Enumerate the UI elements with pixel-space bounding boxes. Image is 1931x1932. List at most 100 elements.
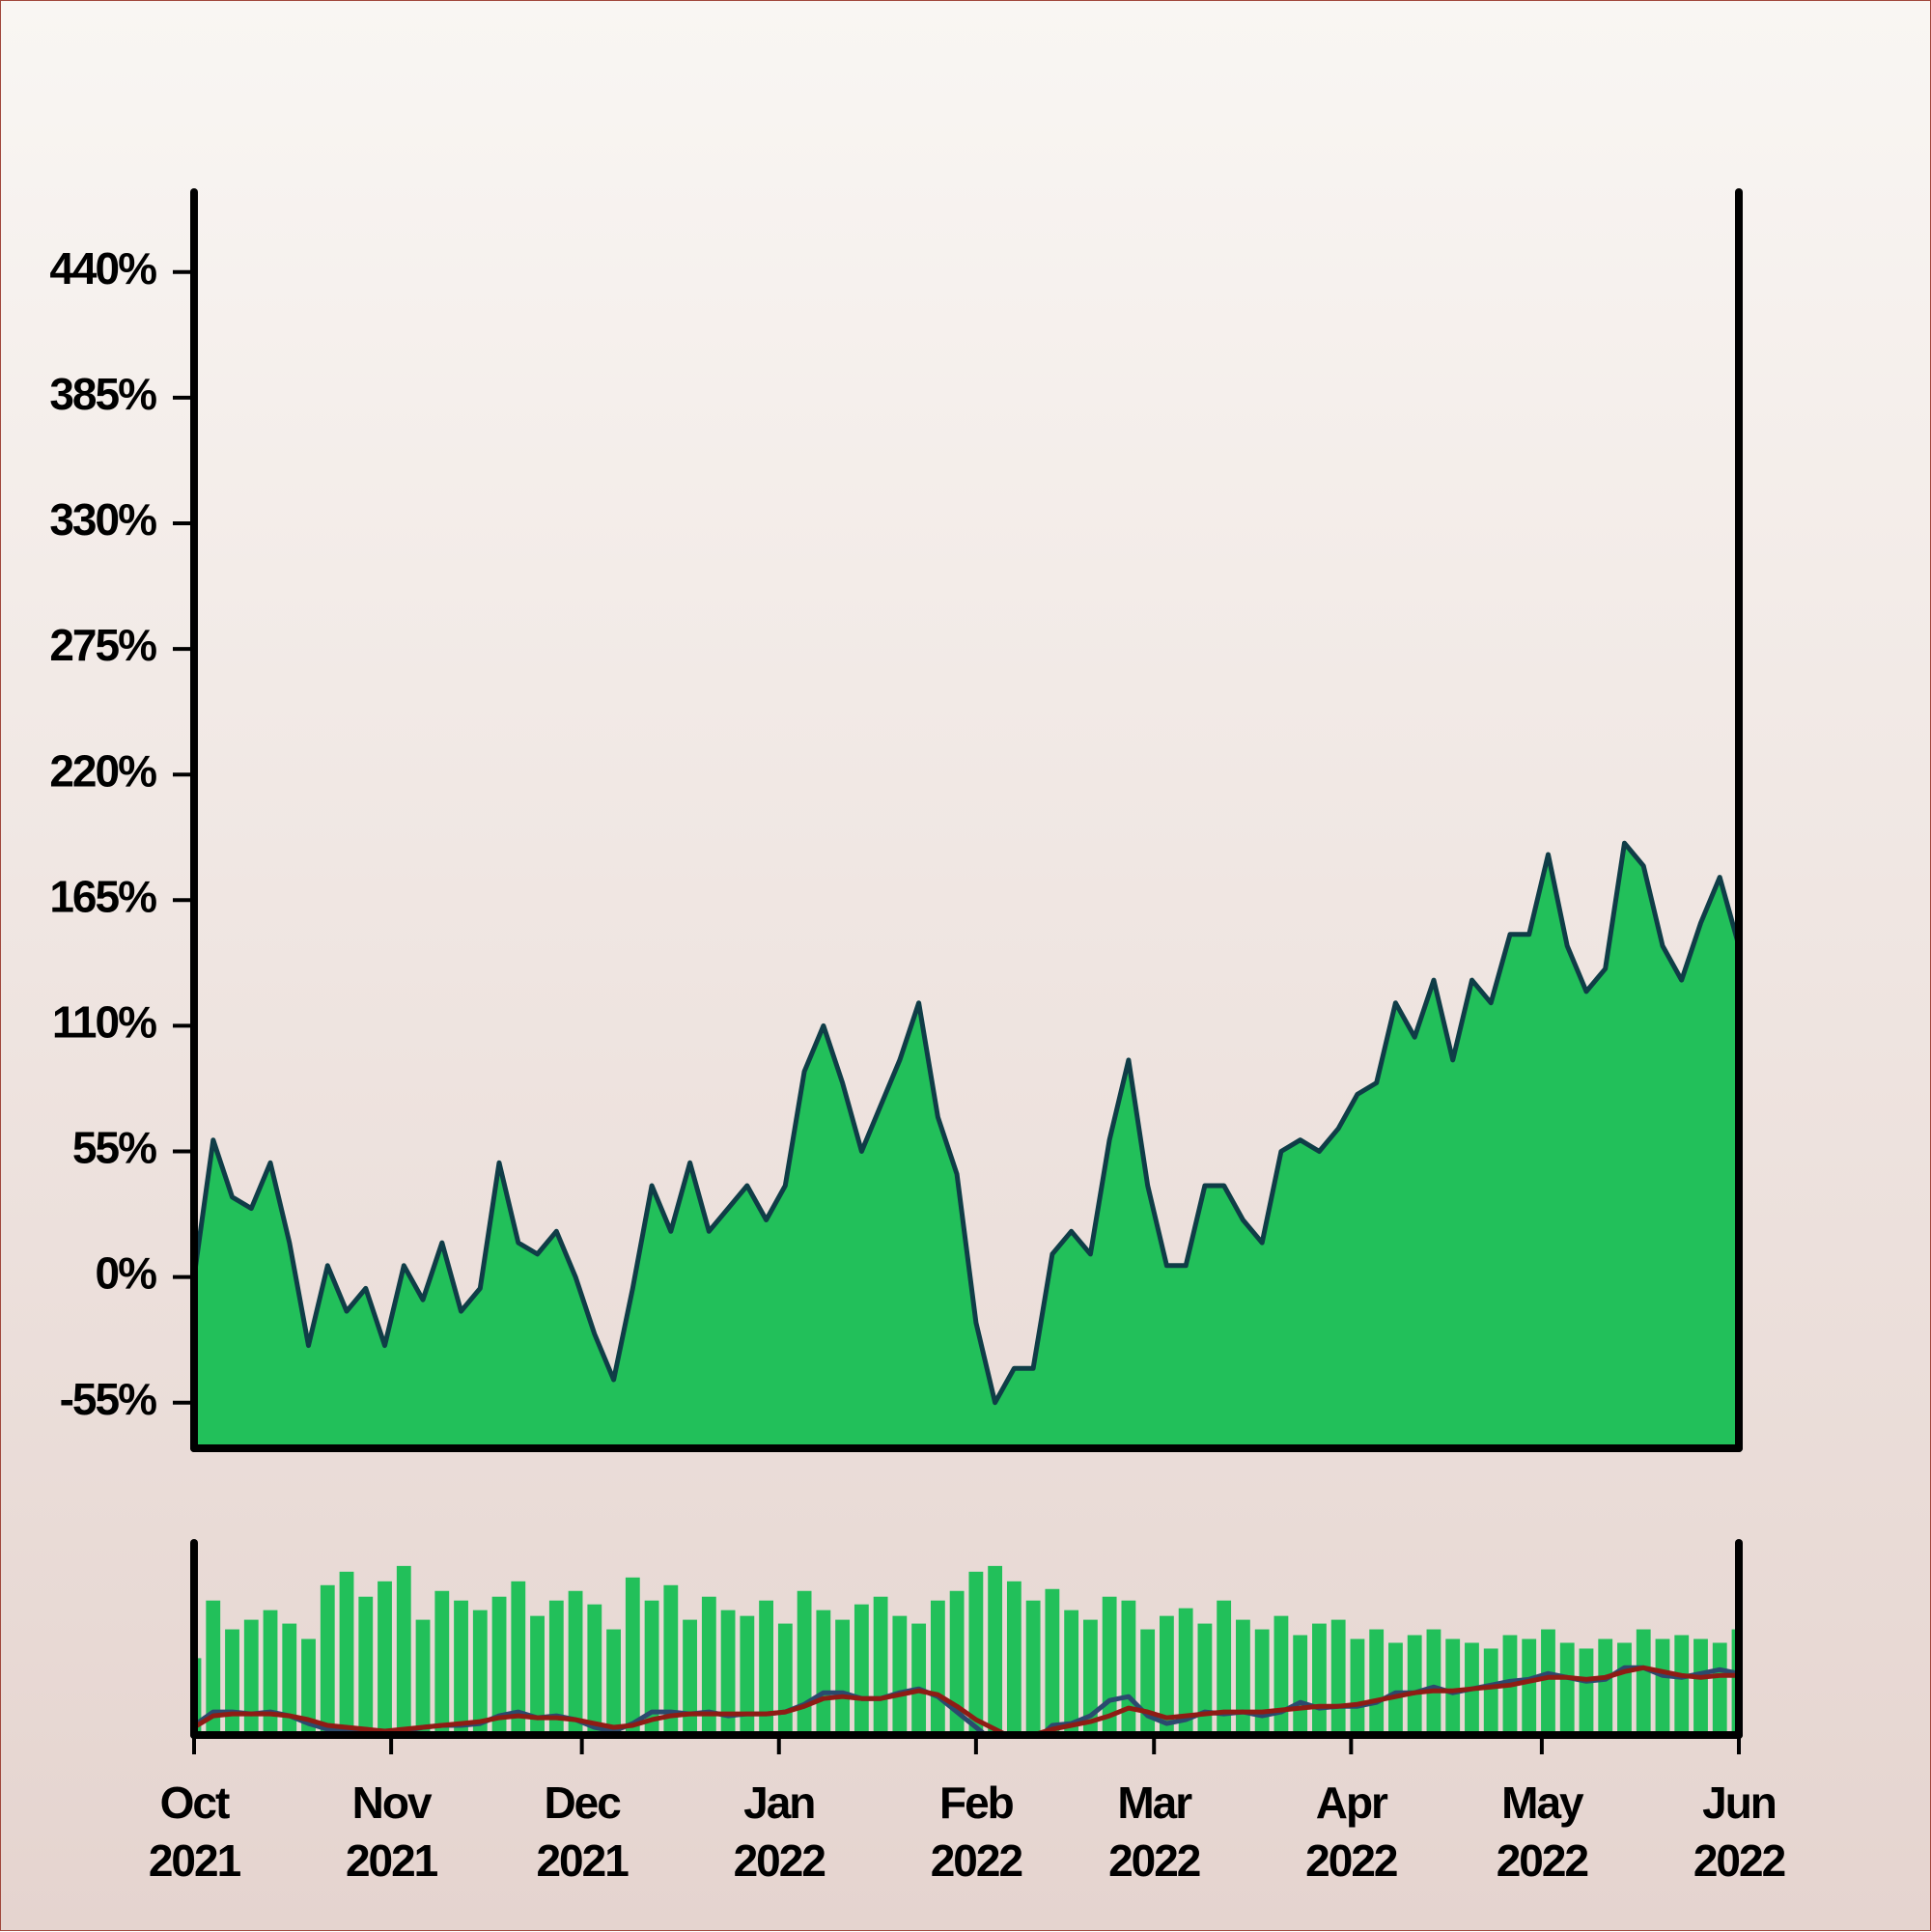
volume-bar xyxy=(1293,1635,1308,1735)
volume-bar xyxy=(606,1629,621,1735)
volume-bar xyxy=(358,1596,374,1735)
volume-bar xyxy=(968,1571,984,1735)
volume-bar xyxy=(911,1623,927,1735)
volume-bar xyxy=(1178,1608,1193,1735)
y-tick-label: 110% xyxy=(52,997,156,1048)
volume-bar xyxy=(1598,1638,1613,1735)
volume-bar xyxy=(1082,1619,1098,1735)
volume-bar xyxy=(1312,1623,1327,1735)
volume-bar xyxy=(225,1629,239,1735)
volume-bar xyxy=(720,1610,736,1735)
volume-bar xyxy=(797,1590,812,1735)
volume-bar xyxy=(854,1604,869,1735)
volume-bar xyxy=(1617,1642,1632,1735)
volume-bar xyxy=(1407,1635,1422,1735)
volume-bar xyxy=(1121,1600,1136,1735)
volume-bar xyxy=(1388,1642,1403,1735)
volume-bar xyxy=(301,1638,316,1735)
volume-bar xyxy=(835,1619,851,1735)
volume-bar xyxy=(1655,1638,1670,1735)
volume-bar xyxy=(892,1615,908,1735)
volume-bar xyxy=(1217,1600,1232,1735)
volume-bar xyxy=(777,1623,793,1735)
volume-bar xyxy=(472,1610,488,1735)
volume-bar xyxy=(1636,1629,1651,1735)
x-tick-label: Feb 2022 xyxy=(930,1778,1023,1886)
volume-bar xyxy=(1160,1615,1174,1735)
volume-bar xyxy=(1273,1615,1289,1735)
x-tick-label: Oct 2021 xyxy=(148,1778,241,1886)
volume-bar xyxy=(759,1600,773,1735)
volume-bar xyxy=(701,1596,716,1735)
y-tick-label: 275% xyxy=(49,620,156,670)
volume-bar xyxy=(1006,1581,1021,1735)
volume-bar xyxy=(949,1590,965,1735)
x-tick-label: May 2022 xyxy=(1496,1778,1589,1886)
y-tick-label: 0% xyxy=(96,1248,157,1299)
volume-bar xyxy=(243,1619,259,1735)
y-tick-label: 165% xyxy=(49,871,156,921)
volume-bar xyxy=(415,1619,431,1735)
volume-bar xyxy=(1483,1648,1498,1735)
volume-bar xyxy=(988,1565,1003,1735)
volume-bar xyxy=(683,1619,697,1735)
area-fill xyxy=(194,843,1739,1448)
volume-bar xyxy=(548,1600,564,1735)
volume-bar xyxy=(1693,1638,1708,1735)
volume-bar xyxy=(1236,1619,1250,1735)
moving-average-line xyxy=(194,1665,1739,1735)
y-tick-label: 440% xyxy=(49,243,156,294)
volume-bar xyxy=(1254,1629,1270,1735)
volume-bar xyxy=(1522,1638,1537,1735)
area-line xyxy=(191,840,1742,1406)
volume-bar xyxy=(1445,1638,1461,1735)
x-tick-label: Dec 2021 xyxy=(536,1778,629,1886)
volume-bar xyxy=(511,1581,526,1735)
volume-bar xyxy=(434,1590,450,1735)
volume-bar xyxy=(530,1615,545,1735)
volume-bar xyxy=(816,1610,831,1735)
volume-bar xyxy=(1045,1588,1060,1735)
x-tick-label: Jan 2022 xyxy=(733,1778,826,1886)
volume-bar xyxy=(454,1600,468,1735)
volume-bar xyxy=(1350,1638,1365,1735)
volume-bar xyxy=(1064,1610,1079,1735)
volume-bar xyxy=(663,1584,679,1735)
volume-bar xyxy=(206,1600,221,1735)
volume-bar xyxy=(1197,1623,1213,1735)
volume-bar xyxy=(740,1615,755,1735)
volume-bar xyxy=(1674,1635,1690,1735)
y-tick-label: 55% xyxy=(72,1123,156,1173)
volume-bar xyxy=(625,1577,640,1735)
volume-bar xyxy=(396,1565,411,1735)
y-tick-label: 330% xyxy=(49,494,156,545)
volume-bar xyxy=(1369,1629,1385,1735)
volume-bar xyxy=(1559,1642,1575,1735)
volume-bar xyxy=(1712,1642,1727,1735)
volume-bar xyxy=(930,1600,945,1735)
volume-bar xyxy=(1541,1629,1555,1735)
volume-bar xyxy=(568,1590,583,1735)
volume-bar xyxy=(1426,1629,1441,1735)
volume-bar xyxy=(587,1604,602,1735)
volume-bar xyxy=(378,1581,392,1735)
volume-bar xyxy=(873,1596,888,1735)
volume-bar xyxy=(1330,1619,1346,1735)
volume-bar xyxy=(491,1596,507,1735)
volume-bar xyxy=(644,1600,659,1735)
volume-bar xyxy=(1579,1648,1594,1735)
volume-bar xyxy=(1025,1600,1041,1735)
volume-bar xyxy=(263,1610,278,1735)
volume-bar xyxy=(1140,1629,1156,1735)
y-tick-label: 220% xyxy=(49,745,156,796)
y-tick-label: -55% xyxy=(60,1374,156,1424)
x-tick-label: Nov 2021 xyxy=(345,1778,438,1886)
volume-bar xyxy=(282,1623,297,1735)
volume-bar xyxy=(320,1584,335,1735)
y-tick-label: 385% xyxy=(49,369,156,419)
x-tick-label: Mar 2022 xyxy=(1108,1778,1201,1886)
x-tick-label: Apr 2022 xyxy=(1305,1778,1398,1886)
volume-bar xyxy=(339,1571,354,1735)
